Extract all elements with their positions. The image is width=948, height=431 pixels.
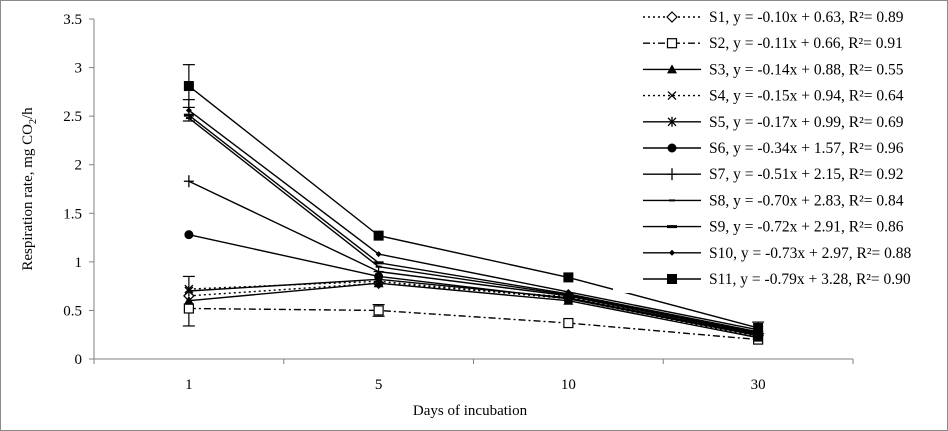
- legend-marker-s7: [667, 168, 677, 181]
- legend-marker-s1: [666, 11, 678, 23]
- y-tick-label: 1.5: [63, 206, 82, 222]
- axes: [89, 18, 854, 364]
- data-point-s9: [373, 261, 384, 265]
- series-line-s8: [188, 117, 759, 334]
- series-line-s3: [188, 282, 759, 339]
- legend-label-s9: S9, y = -0.72x + 2.91, R²= 0.86: [709, 219, 904, 236]
- data-point-s10: [565, 288, 572, 295]
- x-tick-label: 30: [751, 377, 766, 393]
- legend-label-s10: S10, y = -0.73x + 2.97, R²= 0.88: [709, 245, 911, 262]
- y-tick-label: 0: [75, 352, 83, 368]
- legend-label-s8: S8, y = -0.70x + 2.83, R²= 0.84: [709, 192, 904, 209]
- data-point-s10: [375, 251, 382, 258]
- legend-label-s5: S5, y = -0.17x + 0.99, R²= 0.69: [709, 114, 904, 131]
- x-tick-label: 10: [561, 377, 576, 393]
- legend-marker-s9: [667, 225, 677, 229]
- legend: S1, y = -0.10x + 0.63, R²= 0.89 S2, y = -…: [613, 3, 944, 293]
- x-tick-labels: 1 5 10 30: [185, 377, 766, 393]
- y-tick-label: 3: [75, 61, 83, 77]
- data-point-s10: [185, 107, 192, 114]
- series-line-s11: [188, 85, 759, 329]
- data-point-s2: [183, 303, 194, 314]
- x-axis-title: Days of incubation: [413, 403, 528, 419]
- legend-label-s11: S11, y = -0.79x + 3.28, R²= 0.90: [709, 271, 911, 288]
- y-tick-label: 1: [75, 255, 83, 271]
- data-point-s2: [373, 305, 384, 316]
- data-point-s11: [183, 81, 194, 92]
- legend-marker-s8: [669, 199, 675, 202]
- legend-marker-s11: [667, 274, 677, 284]
- series-markers: [183, 81, 764, 345]
- legend-marker-s3: [667, 64, 677, 74]
- legend-marker-s2: [666, 38, 678, 49]
- series-line-s5: [188, 278, 759, 336]
- data-point-s11: [563, 272, 574, 283]
- legend-marker-s6: [667, 143, 677, 153]
- legend-label-s1: S1, y = -0.10x + 0.63, R²= 0.89: [709, 9, 904, 26]
- x-tick-label: 1: [185, 377, 193, 393]
- series-line-s2: [188, 307, 759, 341]
- y-tick-label: 3.5: [63, 12, 82, 28]
- legend-marker-s10: [669, 249, 675, 256]
- data-point-s6: [184, 230, 194, 240]
- data-point-s9: [183, 113, 194, 117]
- legend-marker-s5: [667, 116, 677, 127]
- legend-label-s6: S6, y = -0.34x + 1.57, R²= 0.96: [709, 140, 904, 157]
- y-tick-label: 0.5: [63, 303, 82, 319]
- series-lines: [188, 85, 759, 341]
- legend-label-s4: S4, y = -0.15x + 0.94, R²= 0.64: [709, 88, 904, 105]
- series-line-s9: [188, 114, 759, 333]
- data-point-s8: [375, 265, 382, 268]
- data-point-s2: [563, 317, 574, 329]
- series-line-s4: [188, 280, 759, 338]
- data-point-s11: [373, 230, 384, 241]
- series-line-s7: [188, 180, 759, 335]
- series-line-s6: [188, 233, 759, 337]
- legend-marker-s4: [667, 91, 677, 101]
- y-tick-label: 2.5: [63, 109, 82, 125]
- legend-label-s3: S3, y = -0.14x + 0.88, R²= 0.55: [709, 61, 904, 78]
- data-point-s5: [184, 286, 194, 296]
- data-point-s3: [183, 295, 194, 305]
- x-tick-label: 5: [375, 377, 383, 393]
- y-tick-labels: 0 0.5 1 1.5 2 2.5 3 3.5: [63, 12, 82, 368]
- data-point-s7: [183, 175, 194, 188]
- data-point-s11: [753, 322, 764, 333]
- y-axis-title-sub: 2: [28, 119, 39, 124]
- data-point-s8: [185, 117, 192, 120]
- y-axis-title-main: Respiration rate, mg CO: [20, 124, 36, 271]
- series-line-s10: [188, 109, 759, 331]
- legend-label-s2: S2, y = -0.11x + 0.66, R²= 0.91: [709, 35, 903, 52]
- y-axis-title: Respiration rate, mg CO2/h: [20, 107, 39, 271]
- legend-label-s7: S7, y = -0.51x + 2.15, R²= 0.92: [709, 166, 904, 183]
- y-axis-title-tail: /h: [20, 107, 36, 119]
- y-tick-label: 2: [75, 158, 83, 174]
